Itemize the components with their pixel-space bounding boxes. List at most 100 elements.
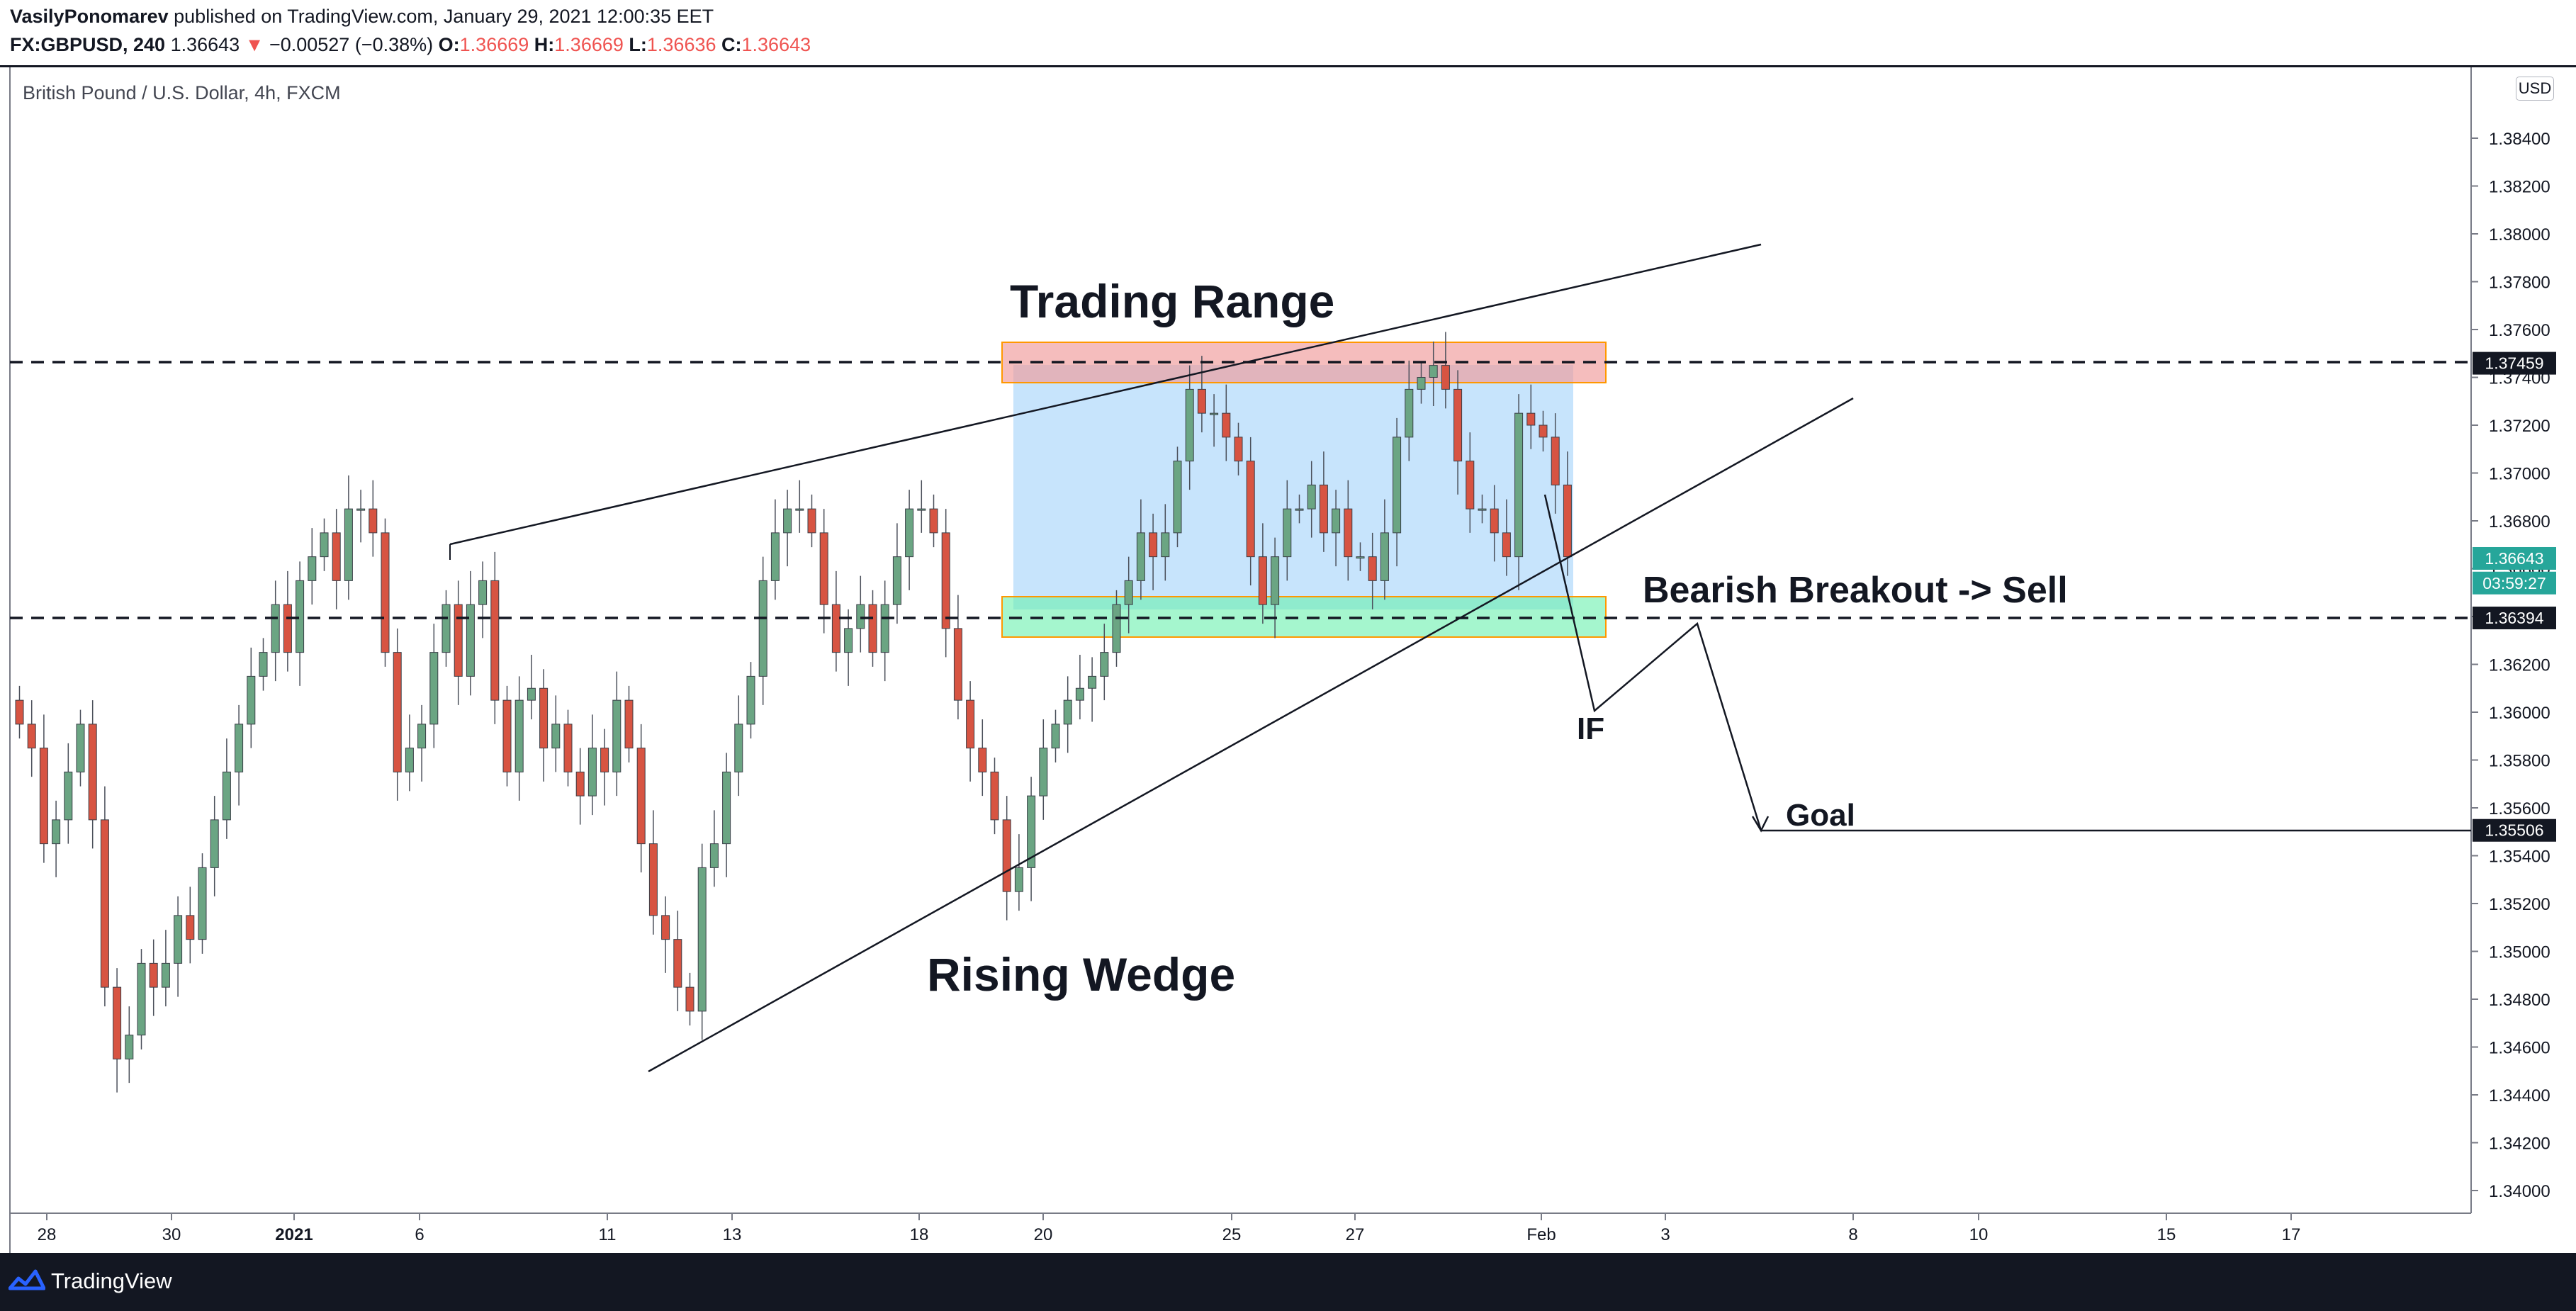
trading-range-label[interactable]: Trading Range — [1010, 275, 1334, 327]
candle-body — [1295, 508, 1304, 511]
candle-body — [551, 724, 561, 749]
candle-body — [1075, 687, 1084, 701]
candle-body — [770, 532, 780, 581]
rising-wedge-label[interactable]: Rising Wedge — [927, 948, 1235, 1001]
wedge-lower-line[interactable] — [648, 397, 1854, 1073]
time-axis[interactable]: 28 30 2021 6 11 13 18 20 25 27 Feb 3 8 10 15 17 — [38, 1213, 2301, 1244]
projection-path[interactable] — [1543, 494, 1762, 831]
wedge-upper-line[interactable] — [449, 243, 1762, 546]
candle-body — [1185, 388, 1194, 462]
time-tick-label: Feb — [1526, 1225, 1556, 1244]
candle-body — [1502, 532, 1511, 558]
price-tick-label: 1.34800 — [2489, 991, 2550, 1010]
low-label: L: — [629, 34, 647, 55]
candle-body — [27, 724, 36, 749]
candle-body — [831, 604, 840, 653]
price-axis[interactable]: 1.38400 1.38200 1.38000 1.37800 1.37600 1.374… — [2471, 130, 2550, 1201]
price-tick-label: 1.36200 — [2489, 656, 2550, 675]
candle-body — [393, 652, 402, 772]
candle-body — [1246, 461, 1255, 558]
candle-body — [661, 915, 670, 940]
candle-body — [1441, 365, 1450, 390]
time-tick-label: 3 — [1660, 1225, 1670, 1244]
candle-body — [1149, 532, 1158, 558]
candle-body — [1124, 580, 1133, 605]
candle-body — [174, 915, 183, 964]
candle-body — [466, 604, 475, 677]
candle-body — [807, 508, 816, 534]
goal-label[interactable]: Goal — [1786, 798, 1855, 833]
candle-body — [1514, 412, 1524, 558]
candle-body — [1161, 532, 1170, 558]
candle-body — [405, 748, 414, 772]
price-tick-label: 1.37200 — [2489, 417, 2550, 436]
candle-body — [1112, 604, 1121, 653]
candle-body — [441, 604, 451, 653]
candle-body — [369, 508, 378, 534]
candle-body — [1490, 508, 1499, 534]
price-label: 1.36394 — [2485, 609, 2543, 627]
symbol-label[interactable]: FX:GBPUSD, 240 — [10, 34, 166, 55]
down-arrow-icon: ▼ — [244, 34, 264, 55]
tradingview-logo-icon[interactable] — [9, 1267, 45, 1295]
candle-body — [1258, 556, 1267, 605]
candle-body — [149, 962, 158, 988]
candle-body — [514, 699, 524, 772]
price-tick-label: 1.36800 — [2489, 512, 2550, 531]
candle-body — [247, 675, 256, 725]
candle-body — [1368, 556, 1377, 581]
candle-body — [953, 628, 962, 701]
candle-body — [1344, 508, 1353, 558]
candle-body — [600, 748, 609, 772]
tradingview-brand[interactable]: TradingView — [51, 1268, 172, 1293]
candle-body — [76, 724, 85, 772]
author-name[interactable]: VasilyPonomarev — [10, 6, 169, 27]
bearish-breakout-label[interactable]: Bearish Breakout -> Sell — [1643, 570, 2068, 611]
range-box — [1013, 365, 1573, 609]
price-tick-label: 1.34200 — [2489, 1135, 2550, 1154]
candle-body — [709, 843, 719, 868]
close-value: 1.36643 — [741, 34, 811, 55]
candle-body — [783, 508, 792, 534]
price-tick-label: 1.35000 — [2489, 943, 2550, 962]
chart-canvas[interactable]: British Pound / U.S. Dollar, 4h, FXCM Tr… — [0, 0, 2576, 1253]
candle-body — [1027, 795, 1036, 868]
candle-body — [344, 508, 353, 581]
candle-body — [113, 986, 122, 1059]
candle-body — [685, 986, 694, 1012]
chart-header: VasilyPonomarev published on TradingView… — [0, 0, 2576, 65]
candle-body — [941, 532, 950, 629]
candle-body — [1563, 484, 1572, 558]
time-tick-label: 6 — [415, 1225, 424, 1244]
candle-body — [929, 508, 938, 534]
candle-body — [1283, 508, 1292, 558]
currency-badge[interactable]: USD — [2516, 77, 2554, 101]
time-tick-label: 20 — [1034, 1225, 1053, 1244]
price-label: 1.37459 — [2485, 354, 2543, 373]
candle-body — [1210, 412, 1219, 415]
candle-body — [539, 687, 549, 749]
published-text: published on TradingView.com, January 29… — [174, 6, 714, 27]
candle-body — [892, 556, 901, 605]
candle-body — [1039, 748, 1048, 797]
time-tick-label: 15 — [2157, 1225, 2176, 1244]
candle-body — [210, 819, 219, 868]
price-tick-label: 1.35200 — [2489, 895, 2550, 914]
price-label-bg — [2473, 818, 2556, 842]
price-label-bg — [2473, 571, 2556, 595]
candle-body — [1136, 532, 1145, 581]
candle-body — [978, 748, 987, 772]
high-label: H: — [534, 34, 555, 55]
candle-body — [880, 604, 889, 653]
low-value: 1.36636 — [646, 34, 716, 55]
candle-body — [417, 724, 427, 749]
price-label: 1.36643 — [2485, 549, 2543, 568]
candle-body — [1393, 437, 1402, 534]
open-value: 1.36669 — [459, 34, 529, 55]
candle-body — [819, 532, 828, 605]
candle-body — [381, 532, 390, 653]
candle-body — [125, 1035, 134, 1059]
candle-body — [905, 508, 914, 558]
if-label[interactable]: IF — [1577, 711, 1604, 746]
candle-body — [746, 675, 755, 725]
